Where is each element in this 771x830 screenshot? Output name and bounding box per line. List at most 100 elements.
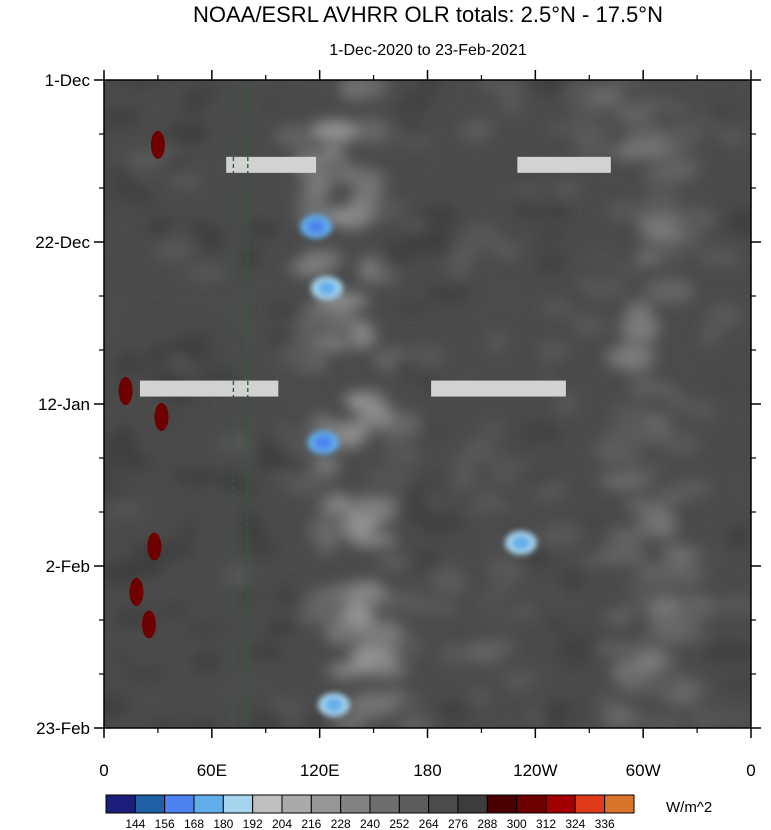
feature-core	[314, 435, 333, 450]
field-cell	[673, 615, 699, 633]
field-cell	[293, 325, 314, 340]
field-cell	[237, 518, 269, 546]
colorbar-swatch	[516, 794, 547, 814]
field-cell	[301, 343, 333, 356]
field-cell	[311, 119, 360, 143]
field-cell	[690, 686, 742, 715]
field-cell	[697, 442, 725, 458]
field-cell	[584, 268, 613, 286]
field-cell	[555, 181, 583, 196]
colorbar-swatch	[545, 794, 576, 814]
field-cell	[170, 467, 222, 487]
field-cell	[268, 331, 290, 347]
field-cell	[344, 293, 371, 306]
field-cell	[505, 184, 542, 197]
field-cell	[649, 167, 680, 179]
field-cell	[281, 297, 311, 310]
field-cell	[406, 144, 432, 158]
field-cell	[269, 621, 295, 635]
field-cell	[235, 510, 262, 522]
field-cell	[689, 399, 717, 421]
field-cell	[303, 591, 351, 611]
field-cell	[452, 452, 478, 478]
field-cell	[289, 512, 313, 533]
field-cell	[605, 476, 645, 487]
field-cell	[405, 433, 448, 452]
field-cell	[698, 322, 721, 348]
field-cell	[278, 543, 304, 561]
field-cell	[300, 248, 344, 270]
field-cell	[146, 99, 172, 120]
field-cell	[601, 702, 634, 728]
field-cell	[120, 667, 171, 680]
field-cell	[421, 473, 447, 499]
colorbar-label: 312	[536, 817, 556, 830]
field-cell	[724, 523, 751, 549]
field-cell	[248, 707, 284, 728]
field-cell	[590, 392, 633, 406]
field-cell	[341, 513, 376, 542]
field-cell	[104, 80, 119, 92]
field-cell	[118, 195, 146, 214]
field-cell	[177, 507, 199, 528]
field-cell	[273, 629, 313, 658]
colorbar-swatch	[486, 794, 518, 814]
field-cell	[145, 431, 166, 458]
field-cell	[204, 210, 236, 234]
field-cell	[486, 329, 507, 356]
field-cell	[230, 119, 253, 138]
field-cell	[200, 548, 253, 564]
field-cell	[676, 80, 723, 94]
field-cell	[297, 185, 332, 202]
field-cell	[398, 136, 435, 148]
y-tick-label: 12-Jan	[38, 395, 90, 414]
field-cell	[587, 123, 617, 134]
field-cell	[386, 588, 427, 613]
field-cell	[197, 613, 250, 633]
colorbar-label: 228	[331, 817, 351, 830]
field-cell	[595, 642, 642, 655]
field-cell	[349, 653, 378, 668]
field-cell	[298, 304, 348, 330]
colorbar-label: 192	[243, 817, 263, 830]
x-tick-label: 60W	[626, 761, 661, 780]
colorbar-swatch	[340, 794, 371, 814]
field-cell	[721, 680, 751, 691]
field-cell	[662, 103, 694, 115]
field-cell	[437, 624, 460, 637]
field-cell	[715, 127, 749, 150]
field-cell	[589, 83, 625, 109]
colorbar-label: 168	[184, 817, 204, 830]
field-cell	[530, 510, 579, 521]
field-cell	[146, 717, 185, 728]
field-cell	[104, 692, 129, 720]
field-cell	[119, 453, 155, 471]
field-cell	[375, 150, 397, 178]
field-cell	[404, 221, 426, 233]
field-cell	[703, 614, 746, 636]
y-tick-label: 23-Feb	[36, 719, 90, 738]
colorbar-swatch	[105, 794, 136, 814]
field-cell	[341, 600, 373, 626]
field-cell	[432, 406, 454, 424]
field-cell	[201, 229, 227, 253]
field-cell	[715, 202, 737, 223]
field-cell	[318, 497, 359, 516]
field-cell	[709, 105, 732, 121]
field-cell	[469, 599, 520, 616]
field-cell	[535, 268, 576, 293]
field-cell	[104, 665, 118, 689]
field-cell	[652, 246, 687, 264]
field-cell	[348, 691, 400, 718]
field-cell	[670, 477, 712, 501]
field-cell	[639, 229, 687, 245]
field-cell	[695, 515, 739, 532]
field-cell	[557, 710, 594, 727]
field-cell	[555, 572, 584, 593]
field-cell	[248, 544, 281, 559]
field-cell	[498, 425, 532, 445]
field-cell	[679, 205, 720, 226]
field-cell	[191, 650, 221, 674]
field-cell	[539, 300, 580, 316]
